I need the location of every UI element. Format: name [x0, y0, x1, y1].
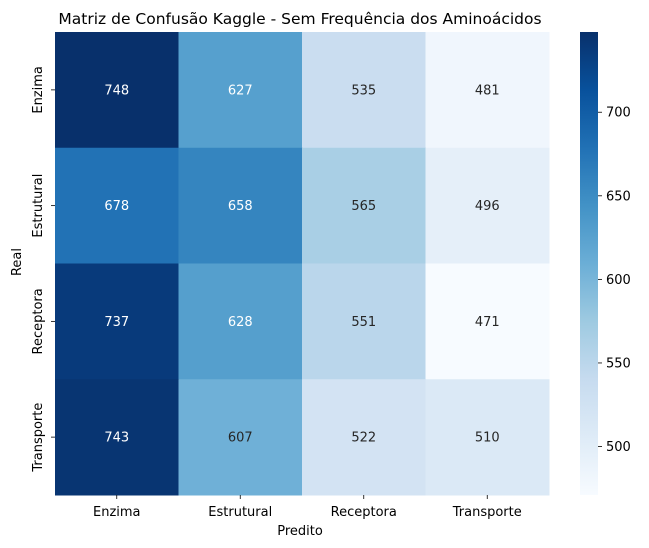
- y-axis-label: Real: [10, 248, 25, 276]
- cell-value-label: 628: [228, 315, 253, 330]
- x-axis-label: Predito: [277, 524, 323, 539]
- heatmap-cell: [302, 147, 426, 264]
- cell-value-label: 535: [351, 83, 376, 98]
- cell-value-label: 565: [351, 199, 376, 214]
- heatmap-cell: [302, 32, 426, 149]
- heatmap-cell: [178, 263, 303, 380]
- heatmap-cell: [425, 147, 550, 264]
- heatmap-cell: [302, 379, 426, 496]
- heatmap-cell: [55, 32, 179, 149]
- cell-value-label: 748: [104, 83, 129, 98]
- x-axis-ticks: Enzima Estrutural Receptora Transporte: [93, 495, 522, 520]
- colorbar-tick-label: 700: [606, 106, 631, 121]
- colorbar-tick-label: 500: [606, 440, 631, 455]
- heatmap-cell-labels: 748 627 535 481 678 658 565 496 737 628 551 471 743 6…: [104, 83, 499, 445]
- heatmap-cell: [178, 147, 303, 264]
- heatmap-cell: [55, 263, 179, 380]
- heatmap-cell: [55, 379, 179, 496]
- cell-value-label: 510: [475, 431, 500, 446]
- cell-value-label: 551: [351, 315, 376, 330]
- cell-value-label: 471: [475, 315, 500, 330]
- heatmap-cell: [425, 263, 550, 380]
- y-tick-label: Enzima: [31, 66, 46, 114]
- cell-value-label: 496: [475, 199, 500, 214]
- y-tick-label: Estrutural: [31, 174, 46, 238]
- heatmap-cell: [55, 147, 179, 264]
- heatmap-cell: [178, 32, 303, 149]
- y-axis-ticks: Enzima Estrutural Receptora Transporte: [31, 66, 55, 473]
- heatmap-cell: [425, 379, 550, 496]
- cell-value-label: 607: [228, 431, 253, 446]
- cell-value-label: 678: [104, 199, 129, 214]
- colorbar-tick-label: 550: [606, 356, 631, 371]
- colorbar: [580, 32, 598, 495]
- heatmap-cell: [425, 32, 550, 149]
- y-tick-label: Transporte: [31, 403, 46, 473]
- heatmap-cell: [302, 263, 426, 380]
- heatmap-cell: [178, 379, 303, 496]
- cell-value-label: 481: [475, 83, 500, 98]
- x-tick-label: Enzima: [93, 505, 141, 520]
- x-tick-label: Transporte: [452, 505, 522, 520]
- cell-value-label: 522: [351, 431, 376, 446]
- colorbar-ticks: 500 550 600 650 700: [598, 106, 631, 455]
- heatmap-cells: [55, 32, 550, 496]
- x-tick-label: Estrutural: [208, 505, 272, 520]
- chart-title: Matriz de Confusão Kaggle - Sem Frequênc…: [58, 10, 541, 28]
- cell-value-label: 627: [228, 83, 253, 98]
- cell-value-label: 658: [228, 199, 253, 214]
- cell-value-label: 743: [104, 431, 129, 446]
- y-tick-label: Receptora: [31, 288, 46, 354]
- x-tick-label: Receptora: [331, 505, 397, 520]
- colorbar-tick-label: 600: [606, 273, 631, 288]
- cell-value-label: 737: [104, 315, 129, 330]
- colorbar-tick-label: 650: [606, 189, 631, 204]
